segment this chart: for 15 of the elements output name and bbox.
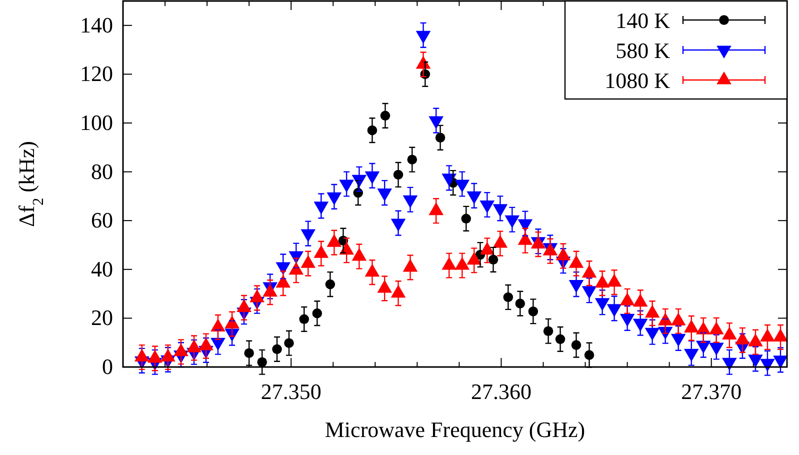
x-tick-label: 27.370 xyxy=(681,379,742,404)
legend-label: 140 K xyxy=(616,8,670,33)
legend-label: 580 K xyxy=(616,38,670,63)
y-tick-label: 0 xyxy=(102,354,113,379)
legend-label: 1080 K xyxy=(604,68,670,93)
y-tick-label: 40 xyxy=(91,256,113,282)
y-tick-label: 20 xyxy=(91,305,113,330)
y-tick-label: 60 xyxy=(91,208,113,233)
x-axis-title: Microwave Frequency (GHz) xyxy=(324,417,586,442)
x-tick-label: 27.360 xyxy=(470,379,532,404)
y-tick-label: 80 xyxy=(91,158,113,184)
y-tick-label: 140 xyxy=(80,12,113,38)
y-tick-label: 100 xyxy=(80,110,113,135)
x-tick-label: 27.350 xyxy=(260,379,322,404)
y-tick-label: 120 xyxy=(80,61,113,86)
